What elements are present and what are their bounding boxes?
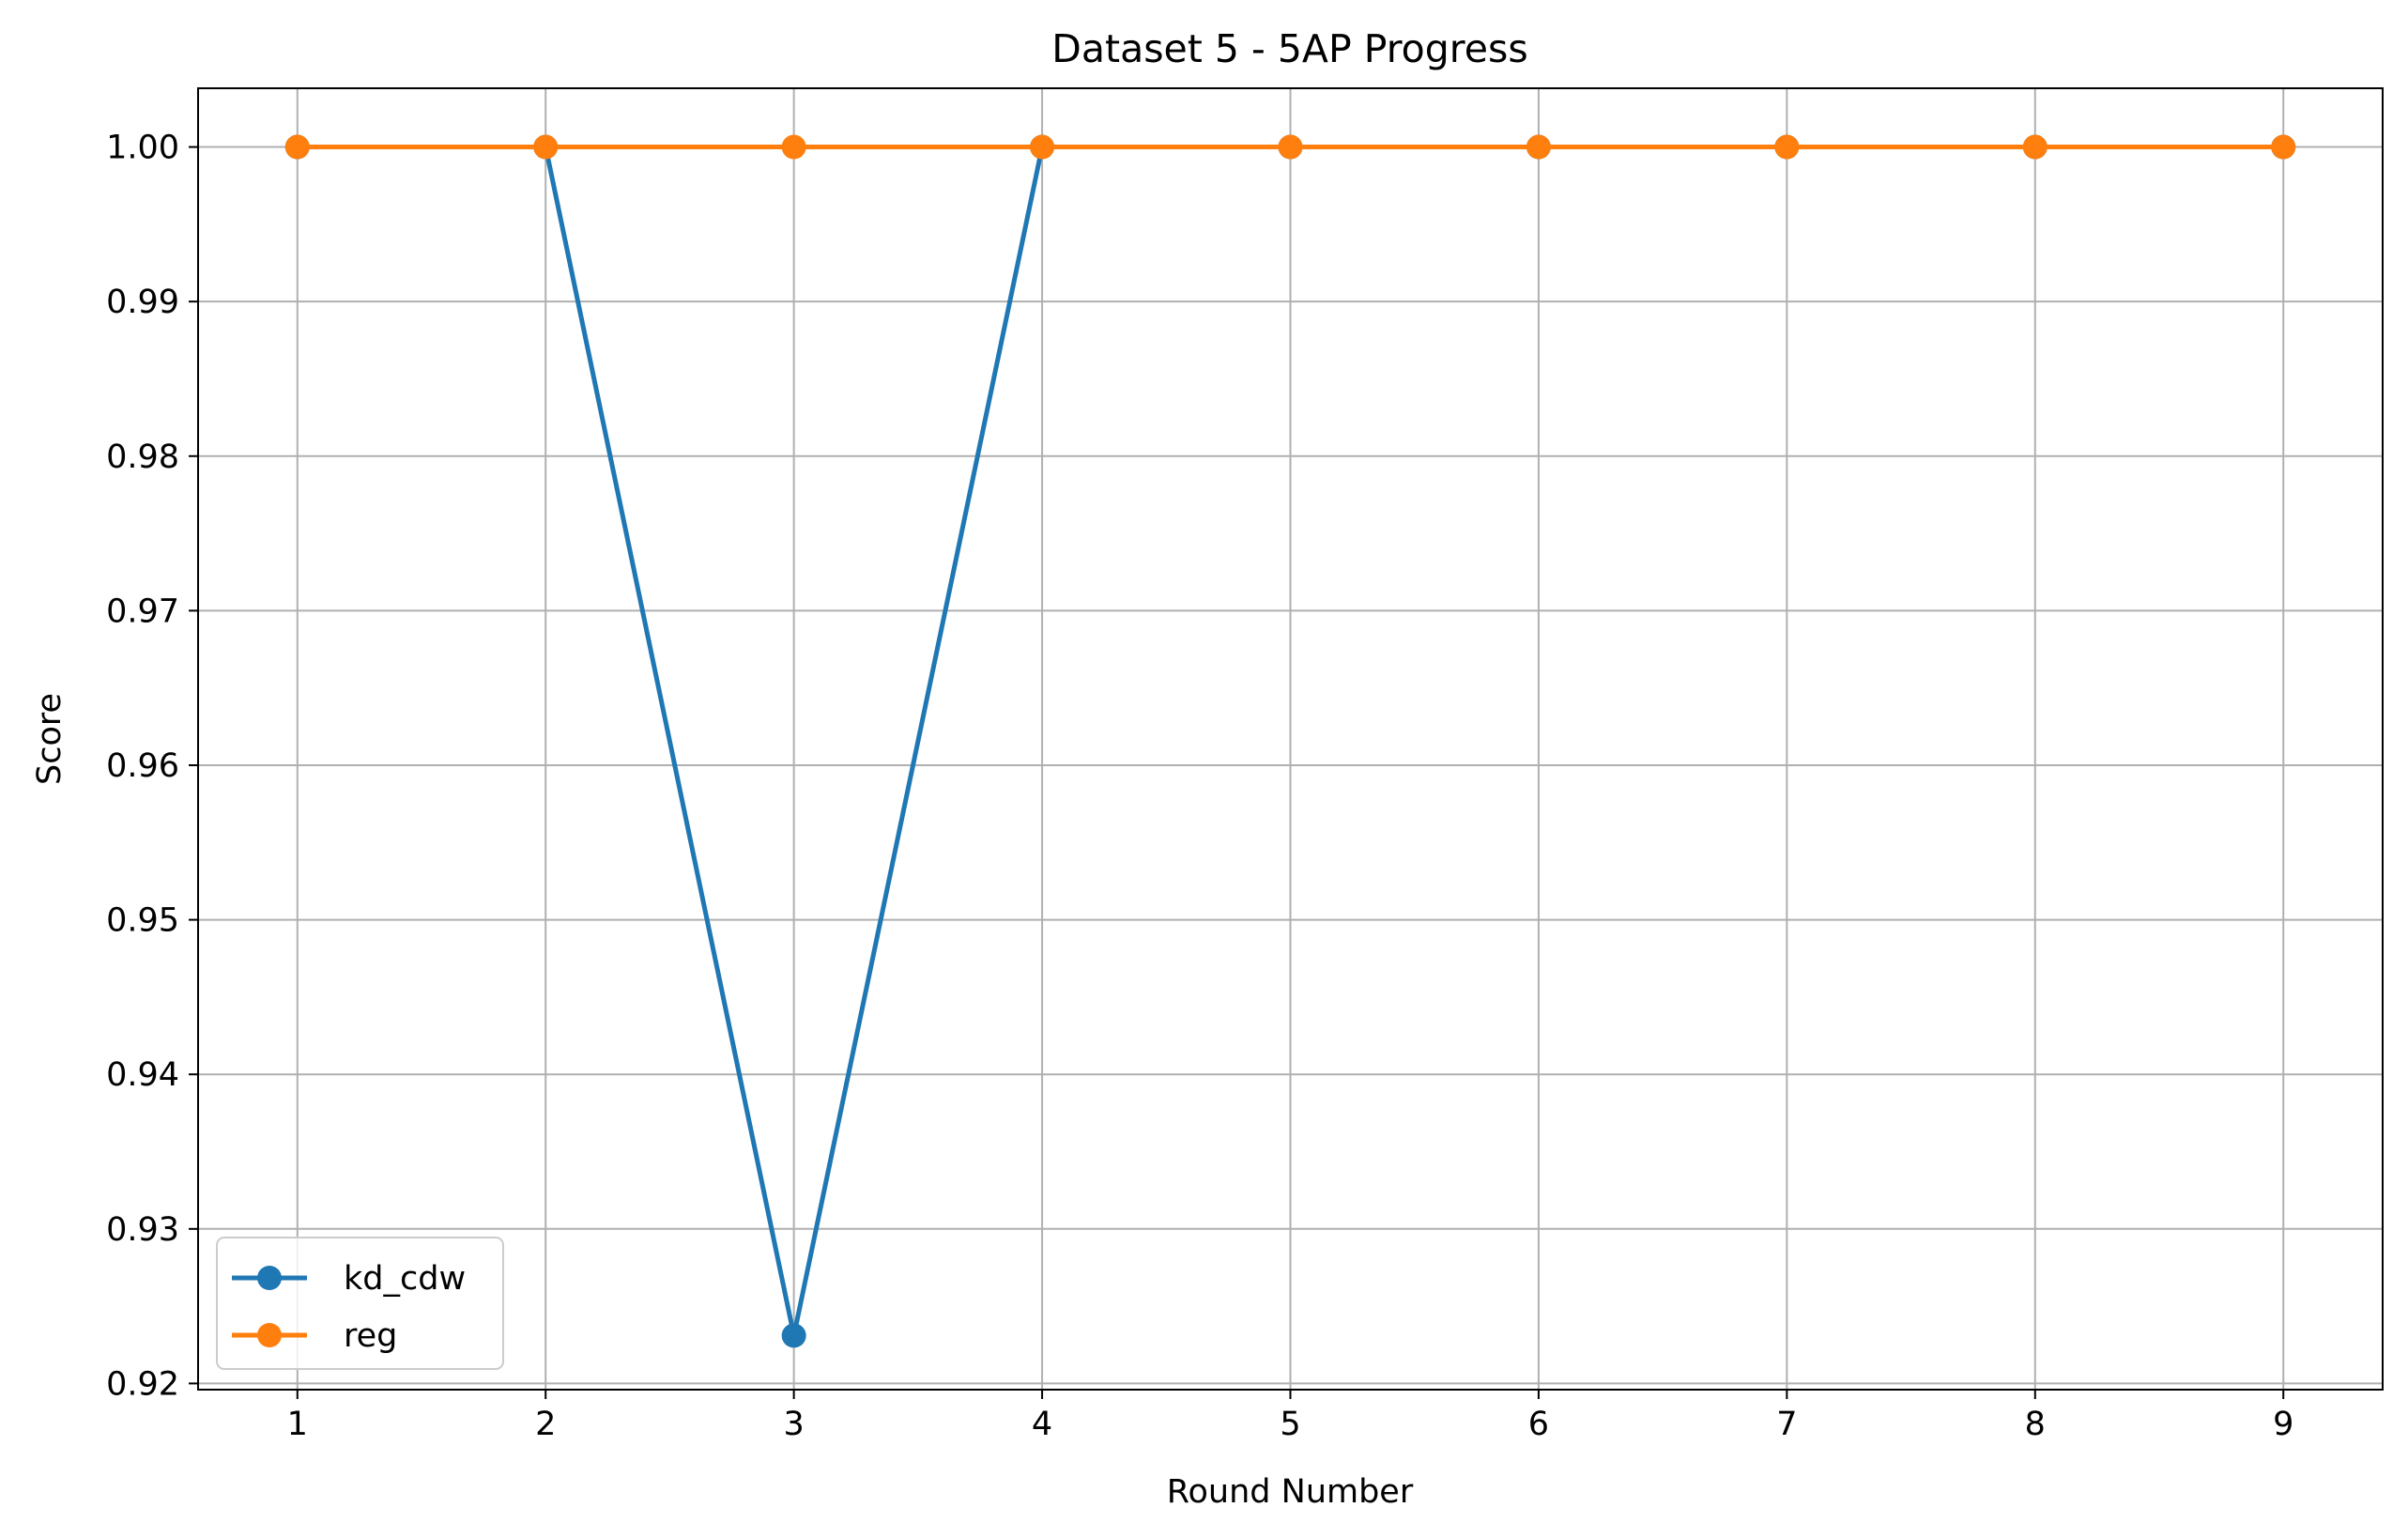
series-layer: [284, 134, 2296, 1348]
legend-marker: [257, 1266, 282, 1290]
legend-label: reg: [344, 1317, 397, 1355]
data-point: [781, 134, 806, 160]
x-axis-label: Round Number: [1167, 1473, 1414, 1511]
data-point: [284, 134, 310, 160]
x-tick-label: 1: [287, 1406, 308, 1443]
data-point: [1774, 134, 1800, 160]
data-point: [781, 1323, 806, 1348]
chart-title: Dataset 5 - 5AP Progress: [1051, 26, 1527, 71]
legend-marker: [257, 1323, 282, 1347]
x-tick-label: 8: [2025, 1406, 2046, 1443]
x-tick-label: 6: [1528, 1406, 1549, 1443]
x-tick-label: 2: [535, 1406, 556, 1443]
legend-item-reg: reg: [232, 1317, 397, 1355]
legend-label: kd_cdw: [344, 1260, 466, 1298]
y-tick-label: 0.92: [106, 1365, 179, 1403]
grid: [198, 88, 2383, 1390]
x-tick-label: 9: [2273, 1406, 2293, 1443]
y-tick-label: 0.93: [106, 1211, 179, 1249]
y-tick-label: 0.94: [106, 1056, 179, 1094]
legend-item-kd-cdw: kd_cdw: [232, 1260, 466, 1298]
x-tick-label: 4: [1032, 1406, 1052, 1443]
x-tick-label: 7: [1776, 1406, 1797, 1443]
data-point: [1030, 134, 1055, 160]
data-point: [1526, 134, 1551, 160]
y-axis-label: Score: [31, 693, 69, 785]
series-reg: [284, 134, 2296, 160]
y-tick-label: 1.00: [106, 130, 179, 167]
x-axis-ticks: 1 2 3 4 5 6 7 8 9: [287, 1390, 2293, 1443]
y-tick-label: 0.98: [106, 438, 179, 476]
data-point: [2022, 134, 2048, 160]
x-tick-label: 3: [783, 1406, 804, 1443]
data-point: [533, 134, 559, 160]
x-tick-label: 5: [1280, 1406, 1300, 1443]
y-tick-label: 0.95: [106, 902, 179, 940]
y-tick-label: 0.97: [106, 592, 179, 630]
data-point: [2271, 134, 2296, 160]
y-axis-ticks: 0.92 0.93 0.94 0.95 0.96 0.97 0.98 0.99 1.00: [106, 130, 198, 1403]
y-tick-label: 0.96: [106, 747, 179, 785]
data-point: [1278, 134, 1303, 160]
y-tick-label: 0.99: [106, 284, 179, 321]
